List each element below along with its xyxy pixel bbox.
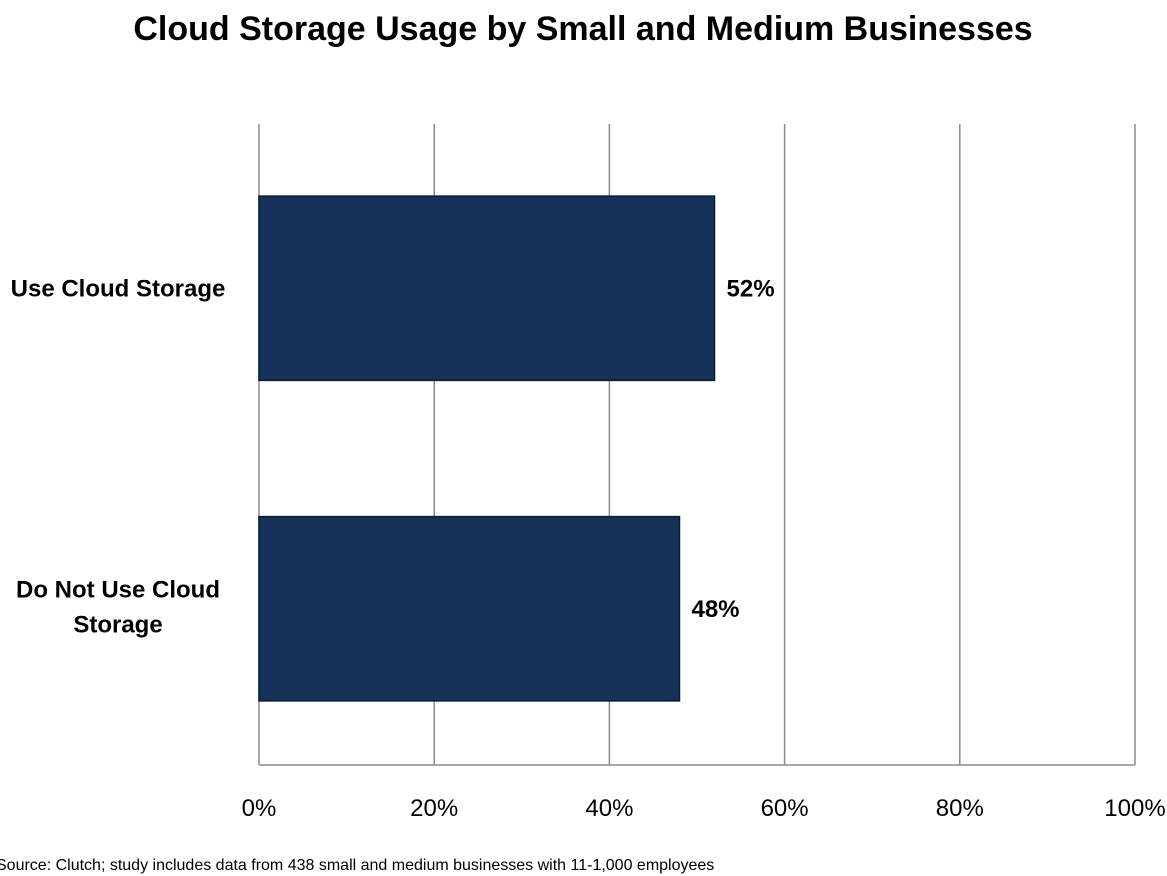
chart-title: Cloud Storage Usage by Small and Medium … [133,10,1032,48]
category-labels: Use Cloud Storage Do Not Use Cloud Storage [11,275,226,638]
category-label-line: Storage [73,611,162,638]
data-label: 52% [727,275,775,302]
category-label: Use Cloud Storage [11,275,226,302]
category-label-line: Do Not Use Cloud [16,576,220,603]
bar [258,515,681,702]
x-tick-label: 100% [1104,795,1165,822]
x-tick-label: 40% [585,795,633,822]
bars [258,195,716,702]
source-note: Source: Clutch; study includes data from… [0,857,714,874]
x-tick-label: 80% [936,795,984,822]
data-label: 48% [691,596,739,623]
x-tick-label: 60% [761,795,809,822]
bar [258,195,716,382]
x-tick-label: 0% [242,795,277,822]
data-labels: 52% 48% [691,275,774,623]
category-label: Do Not Use Cloud Storage [16,576,220,638]
category-label-line: Use Cloud Storage [11,275,226,302]
x-axis-ticks: 0% 20% 40% 60% 80% 100% [242,795,1166,822]
x-tick-label: 20% [410,795,458,822]
